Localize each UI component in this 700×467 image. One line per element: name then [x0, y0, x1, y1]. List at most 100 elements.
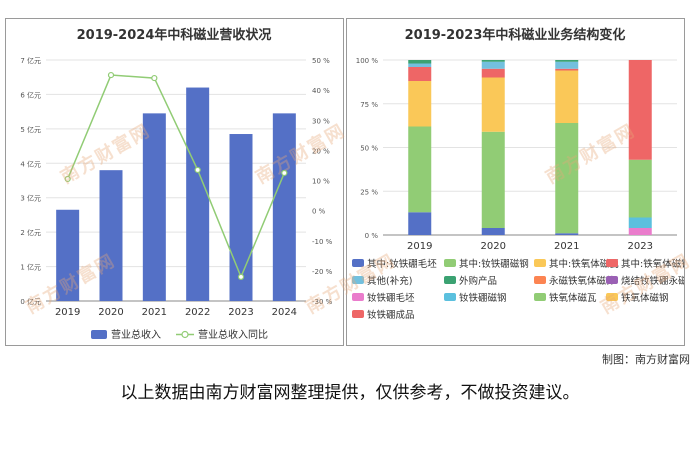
- revenue-chart-panel: 2019-2024年中科磁业营收状况 0 亿元 1 亿元 2 亿元 3 亿元 4 亿元 5 …: [5, 18, 344, 346]
- x-tick-label: 2021: [142, 307, 167, 318]
- legend-label: 外购产品: [459, 275, 497, 287]
- line-point: [237, 273, 245, 280]
- legend-label: 其中:钕铁硼磁钢: [459, 258, 529, 270]
- bar-revenue: [186, 87, 210, 302]
- x-tick-label: 2023: [228, 307, 253, 318]
- line-point: [194, 166, 201, 174]
- legend-label: 营业总收入: [111, 328, 161, 341]
- stacked-bar-segment: [408, 126, 432, 213]
- stacked-bar-segment: [555, 123, 579, 234]
- y-tick-label: 100 %: [356, 57, 379, 65]
- y-right-tick-label: 20 %: [312, 147, 330, 155]
- y-left-tick-label: 3 亿元: [20, 194, 41, 203]
- bar-revenue: [56, 209, 80, 301]
- stacked-bar-segment: [481, 60, 505, 62]
- legend-swatch: [352, 310, 364, 318]
- y-right-tick-label: -20 %: [312, 268, 333, 276]
- y-right-tick-label: 0 %: [312, 208, 326, 216]
- y-tick-label: 50 %: [360, 145, 378, 153]
- y-left-tick-label: 0 亿元: [20, 297, 41, 306]
- stacked-bar-segment: [628, 159, 652, 218]
- chart-title: 2019-2023年中科磁业业务结构变化: [405, 27, 626, 43]
- line-point: [107, 71, 115, 79]
- stacked-bar-segment: [628, 228, 652, 235]
- legend-label: 其中:铁氧体磁钢: [621, 258, 684, 270]
- y-left-tick-label: 1 亿元: [20, 263, 41, 272]
- legend-label: 烧结钕铁硼永磁材料: [621, 275, 684, 287]
- legend-swatch: [444, 293, 456, 301]
- stacked-bar-segment: [408, 63, 432, 67]
- legend-swatch-bar: [91, 330, 107, 339]
- line-point: [64, 175, 71, 183]
- x-tick-label: 2024: [272, 307, 297, 318]
- legend-label: 钕铁硼毛坯: [367, 292, 415, 304]
- legend-label: 铁氧体磁瓦: [549, 292, 597, 304]
- stacked-bar-segment: [628, 60, 652, 160]
- stacked-bar-segment: [555, 60, 579, 62]
- stacked-bar-segment: [481, 77, 505, 132]
- legend-swatch: [444, 276, 456, 284]
- legend-swatch: [606, 293, 618, 301]
- x-tick-label: 2019: [407, 241, 432, 252]
- y-right-tick-label: -30 %: [312, 298, 333, 306]
- stacked-bar-segment: [408, 67, 432, 81]
- chart-credit: 制图：南方财富网: [602, 353, 690, 366]
- legend-label: 钕铁硼磁钢: [459, 292, 507, 304]
- stacked-bar-segment: [555, 70, 579, 123]
- stacked-bar-segment: [481, 131, 505, 228]
- x-tick-label: 2022: [185, 307, 210, 318]
- x-tick-label: 2021: [554, 241, 579, 252]
- legend-label: 其中:铁氧体磁瓦: [549, 258, 619, 270]
- legend-label: 钕铁硼成品: [367, 309, 415, 321]
- y-left-tick-label: 6 亿元: [20, 90, 41, 99]
- y-left-tick-label: 4 亿元: [20, 159, 41, 168]
- stacked-bar-segment: [555, 68, 579, 71]
- y-left-tick-label: 7 亿元: [20, 56, 41, 65]
- stacked-bar-segment: [481, 68, 505, 78]
- y-right-tick-label: 30 %: [312, 117, 330, 125]
- stacked-bar-segment: [555, 233, 579, 235]
- legend-swatch: [444, 259, 456, 267]
- bar-revenue: [142, 113, 166, 301]
- legend-label: 永磁铁氧体磁体: [549, 275, 616, 287]
- legend-label: 营业总收入同比: [198, 328, 268, 341]
- legend-label: 铁氧体磁钢: [621, 292, 669, 304]
- x-tick-label: 2023: [628, 241, 653, 252]
- stacked-bar-segment: [408, 60, 432, 64]
- legend-swatch: [534, 259, 546, 267]
- line-point: [151, 74, 158, 82]
- bar-revenue: [99, 170, 123, 301]
- y-right-tick-label: 10 %: [312, 178, 330, 186]
- legend-swatch: [352, 259, 364, 267]
- y-tick-label: 75 %: [360, 101, 378, 109]
- business-structure-panel: 2019-2023年中科磁业业务结构变化 0 % 25 % 50 % 75 % 100 %…: [346, 18, 700, 346]
- bar-revenue: [229, 134, 253, 301]
- y-tick-label: 25 %: [360, 188, 378, 196]
- y-right-tick-label: 50 %: [312, 57, 330, 65]
- y-tick-label: 0 %: [365, 232, 379, 240]
- y-left-tick-label: 2 亿元: [20, 228, 41, 237]
- legend-swatch: [606, 259, 618, 267]
- business-structure-chart: 2019-2023年中科磁业业务结构变化 0 % 25 % 50 % 75 % 100 %…: [352, 27, 700, 321]
- line-revenue-yoy: [66, 74, 286, 279]
- legend-swatch-point: [181, 330, 189, 339]
- stacked-bar-segment: [481, 61, 505, 69]
- bar-revenue: [272, 113, 296, 301]
- stacked-bar-segment: [628, 217, 652, 228]
- legend-label: 其他(补充): [367, 275, 412, 287]
- disclaimer-text: 以上数据由南方财富网整理提供，仅供参考，不做投资建议。: [120, 383, 580, 403]
- y-right-tick-label: 40 %: [312, 87, 330, 95]
- y-left-tick-label: 5 亿元: [20, 125, 41, 134]
- x-tick-label: 2020: [98, 307, 123, 318]
- stacked-bar-segment: [481, 228, 505, 235]
- stacked-bar-segment: [408, 212, 432, 235]
- legend-label: 其中:钕铁硼毛坯: [367, 258, 437, 270]
- legend-swatch: [534, 293, 546, 301]
- legend-swatch: [606, 276, 618, 284]
- legend-swatch: [534, 276, 546, 284]
- y-right-tick-label: -10 %: [312, 238, 333, 246]
- stacked-bar-segment: [408, 81, 432, 127]
- x-tick-label: 2019: [55, 307, 80, 318]
- stacked-bar-segment: [555, 61, 579, 69]
- line-point: [281, 169, 288, 177]
